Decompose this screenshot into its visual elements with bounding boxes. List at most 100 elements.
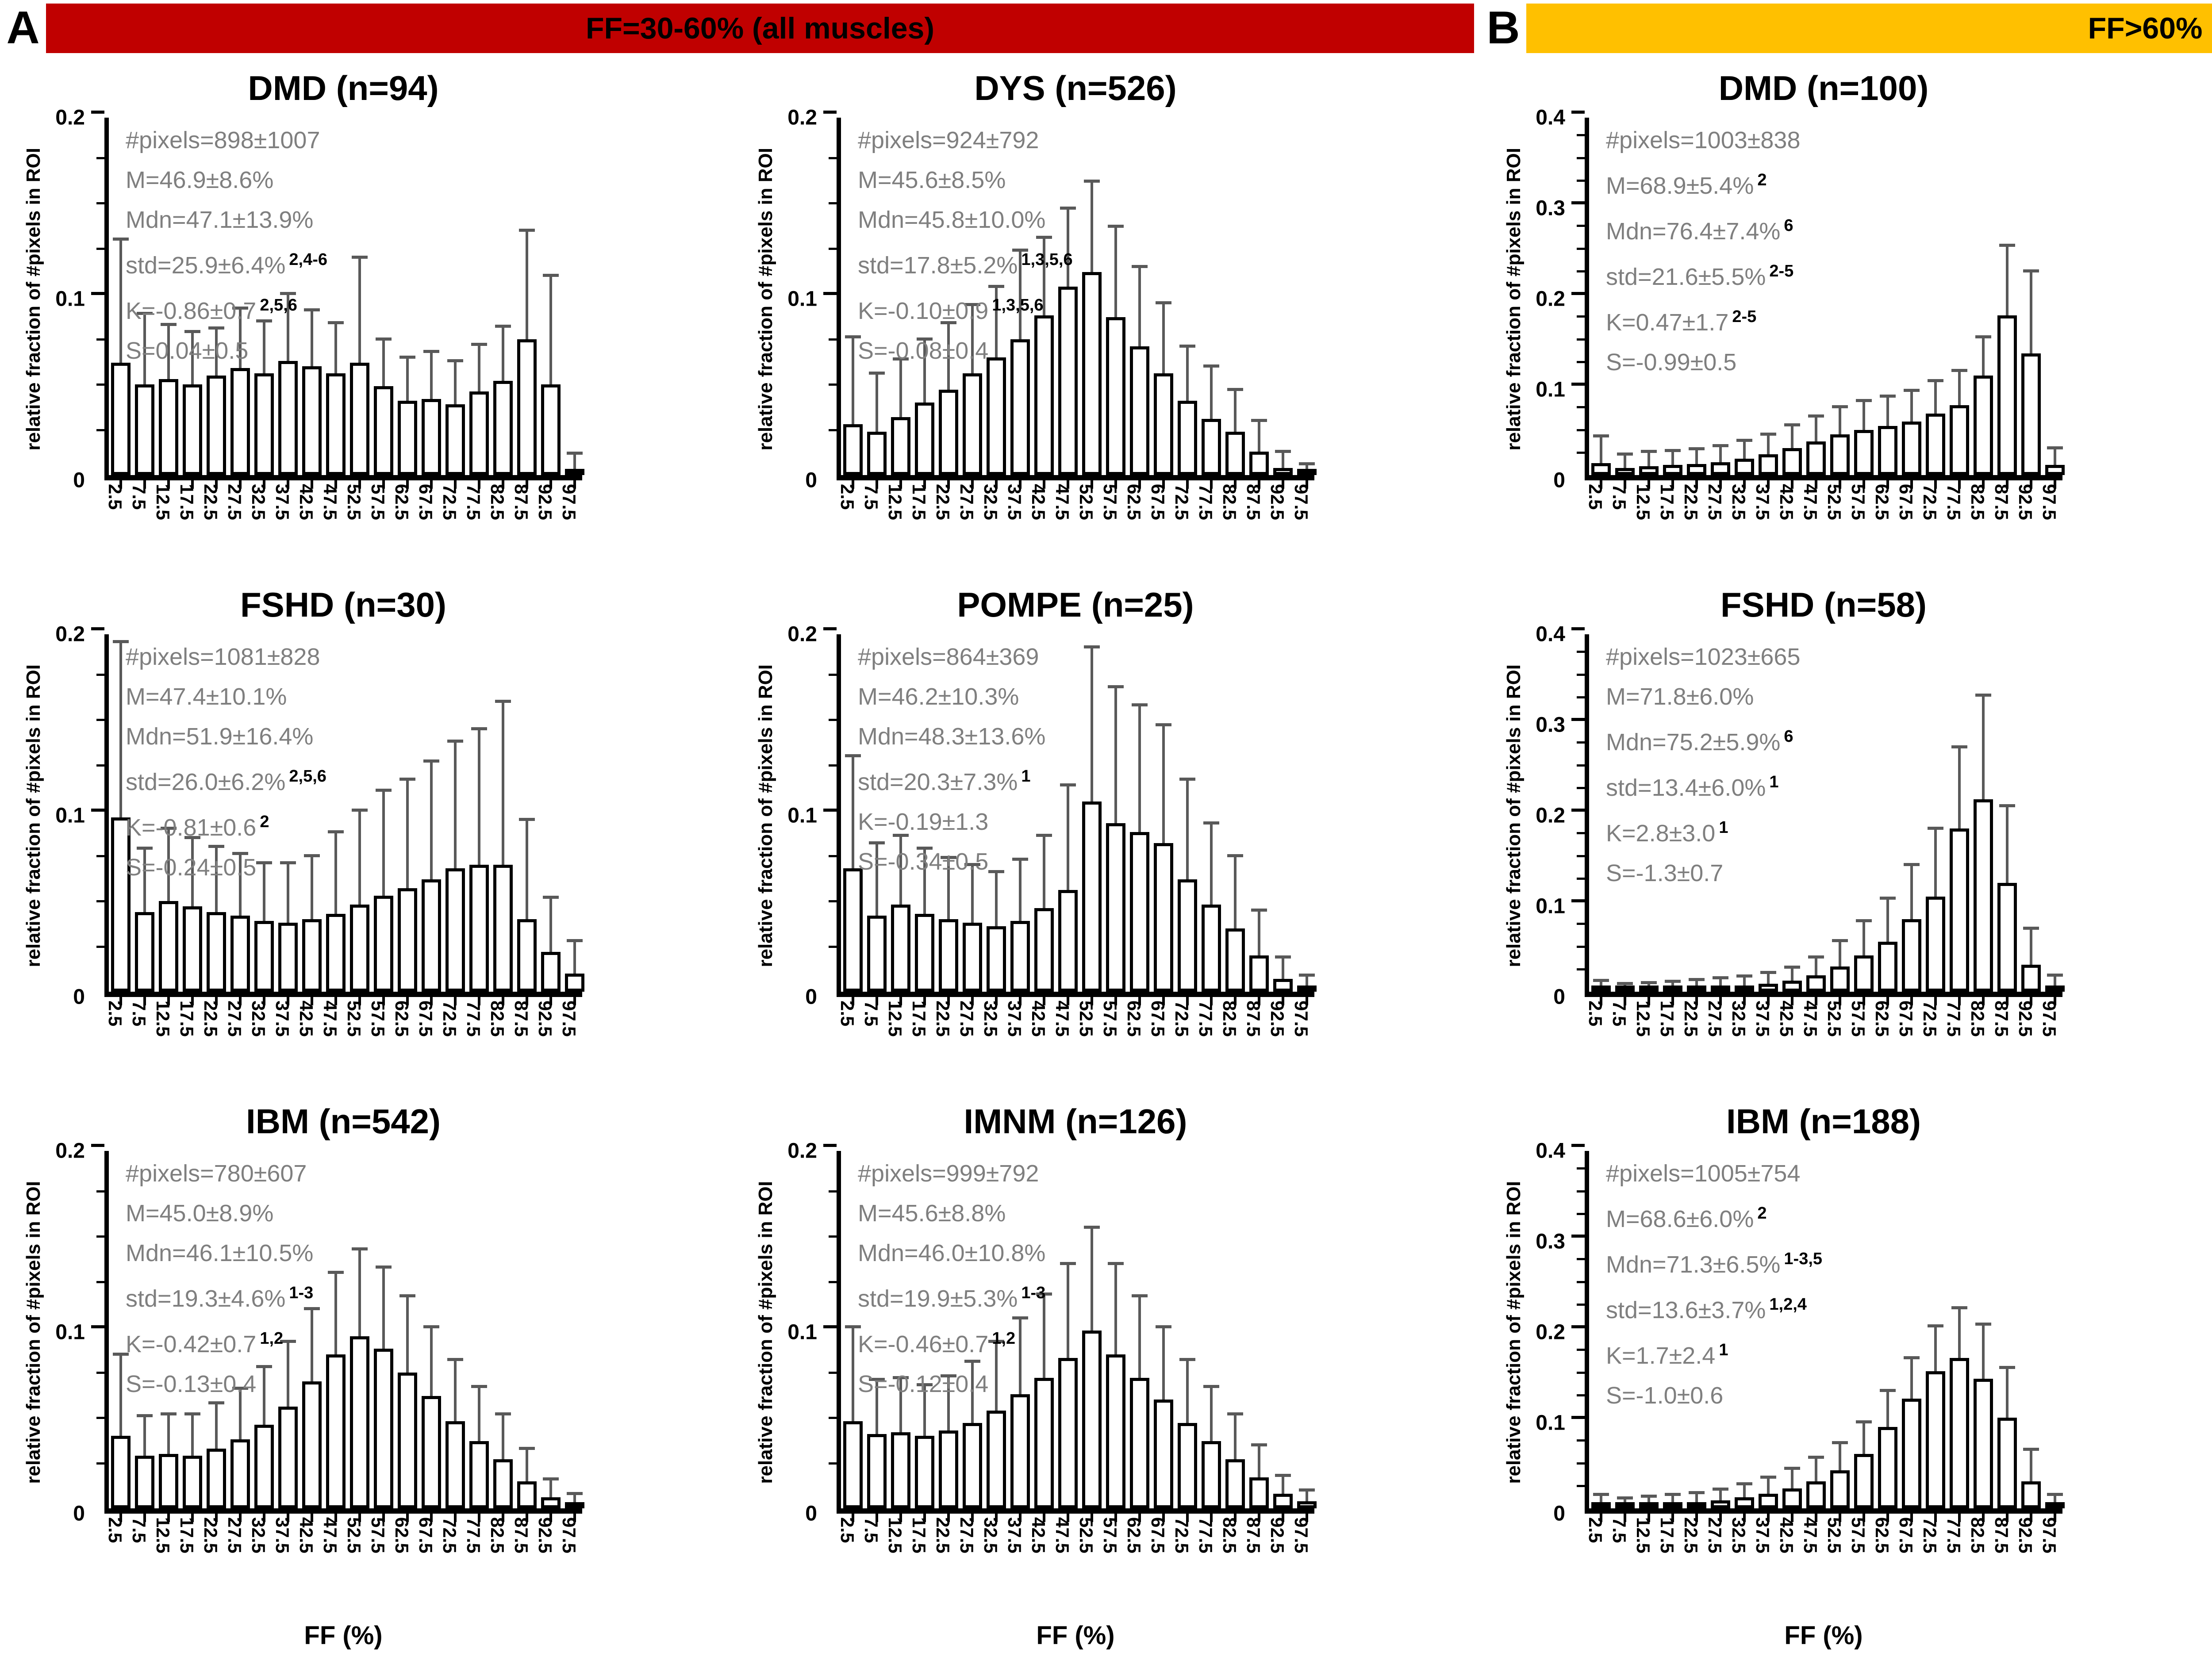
plot-area: 0 0.1 0.2 0.3 0.4 xyxy=(1536,106,2065,492)
error-bar-cap xyxy=(917,1383,933,1387)
stats-line: #pixels=924±792 xyxy=(858,120,1073,160)
x-tick xyxy=(1138,1514,1141,1522)
y-minor-tick xyxy=(829,1190,837,1193)
x-tick xyxy=(2006,480,2008,489)
x-tick xyxy=(1982,1514,1985,1522)
histogram-bar xyxy=(1639,986,1659,992)
x-tick xyxy=(1743,480,1746,489)
x-tick-label: 7.5 xyxy=(1609,1001,1630,1027)
error-bar-cap xyxy=(519,817,535,821)
error-bar-stem xyxy=(334,832,337,914)
error-bar-stem xyxy=(1600,981,1602,988)
error-bar-cap xyxy=(1999,804,2015,807)
panel-a-charts: DMD (n=94) relative fraction of #pixels i… xyxy=(0,68,1480,1672)
plot-area: 0 0.1 0.2 0.3 0.4 xyxy=(1536,623,2065,1009)
error-bar-cap xyxy=(1665,1493,1681,1496)
error-bar-cap xyxy=(1928,827,1943,830)
error-bar-stem xyxy=(1138,266,1141,346)
histogram-bar xyxy=(350,905,369,992)
error-bar-stem xyxy=(430,352,433,399)
histogram-bar xyxy=(422,399,441,475)
histogram-bar xyxy=(1130,832,1149,992)
x-tick-label: 32.5 xyxy=(248,1001,269,1037)
x-tick xyxy=(1091,1514,1093,1522)
error-bar-stem xyxy=(2054,448,2056,465)
x-tick xyxy=(191,1514,194,1522)
x-tick-label: 17.5 xyxy=(909,484,929,520)
error-bar-stem xyxy=(1067,208,1069,287)
y-axis-title-text: relative fraction of #pixels in ROI xyxy=(23,1181,44,1484)
error-bar-cap xyxy=(471,727,487,730)
error-bar-stem xyxy=(1186,346,1189,401)
x-tick xyxy=(549,997,552,1005)
histogram-bar xyxy=(1130,1377,1149,1508)
chart-body: relative fraction of #pixels in ROI 0 0.1 0… xyxy=(16,623,733,1009)
x-tick xyxy=(406,997,409,1005)
error-bar-stem xyxy=(1815,957,1817,976)
histogram-bar xyxy=(1591,986,1611,992)
y-minor-tick xyxy=(1577,1281,1585,1283)
stats-line: std=20.3±7.3% 1 xyxy=(858,756,1045,802)
x-tick xyxy=(2054,1514,2056,1522)
error-bar-cap xyxy=(1299,974,1315,977)
x-tick-label: 92.5 xyxy=(1267,484,1288,520)
error-bar-cap xyxy=(1156,1325,1171,1328)
x-tick xyxy=(1934,997,1937,1005)
error-bar-stem xyxy=(1791,1468,1793,1488)
histogram-bar xyxy=(398,888,417,992)
x-tick xyxy=(1091,480,1093,489)
error-bar-cap xyxy=(1593,979,1609,982)
x-tick-label: 2.5 xyxy=(837,1001,858,1027)
y-minor-tick xyxy=(1577,945,1585,948)
histogram-bar xyxy=(1759,1494,1778,1508)
histogram-bar xyxy=(939,390,958,475)
histogram-bar xyxy=(469,391,489,475)
x-tick xyxy=(1043,1514,1045,1522)
x-tick-label: 2.5 xyxy=(837,484,858,510)
x-tick xyxy=(1210,480,1213,489)
x-tick xyxy=(852,997,854,1005)
y-axis-title: relative fraction of #pixels in ROI xyxy=(748,118,783,480)
x-tick-label: 92.5 xyxy=(1267,1517,1288,1553)
error-bar-cap xyxy=(232,852,248,855)
y-axis-title: relative fraction of #pixels in ROI xyxy=(16,634,51,997)
x-tick xyxy=(1162,1514,1165,1522)
x-tick-label: 62.5 xyxy=(1872,1517,1893,1553)
y-minor-tick xyxy=(1577,832,1585,835)
histogram-bar xyxy=(1591,1502,1611,1508)
error-bar-cap xyxy=(1999,1366,2015,1369)
error-bar-cap xyxy=(2023,269,2039,272)
stats-line: S=-0.13±0.4 xyxy=(126,1364,313,1404)
x-tick-label: 7.5 xyxy=(861,484,882,510)
error-bar-stem xyxy=(971,1361,974,1423)
x-tick xyxy=(526,997,528,1005)
histogram-bar xyxy=(135,912,154,992)
x-tick xyxy=(1210,1514,1213,1522)
error-bar-cap xyxy=(1880,1388,1896,1392)
histogram-bar xyxy=(398,400,417,475)
error-bar-stem xyxy=(382,790,385,896)
error-bar-cap xyxy=(280,1339,296,1343)
error-bar-cap xyxy=(137,1414,153,1417)
y-tick-label: 0.2 xyxy=(55,622,85,646)
error-bar-stem xyxy=(478,729,480,865)
error-bar-stem xyxy=(1624,1498,1626,1505)
stats-superscript: 2 xyxy=(260,813,269,831)
chart-pompe-a: POMPE (n=25) relative fraction of #pixels… xyxy=(748,585,1465,1101)
x-tick xyxy=(1743,997,1746,1005)
error-bar-cap xyxy=(1179,1358,1195,1361)
x-tick xyxy=(287,480,289,489)
error-bar-cap xyxy=(1808,414,1824,418)
y-minor-tick xyxy=(829,429,837,431)
error-bar-stem xyxy=(406,1296,409,1373)
x-tick xyxy=(1624,1514,1626,1522)
x-tick xyxy=(502,480,504,489)
y-tick-label: 0.4 xyxy=(1536,106,1565,130)
stats-line: #pixels=999±792 xyxy=(858,1154,1045,1193)
stats-line: std=19.9±5.3% 1-3 xyxy=(858,1273,1045,1319)
x-tick-label: 42.5 xyxy=(1776,484,1797,520)
x-tick-label: 97.5 xyxy=(1291,484,1312,520)
histogram-bar xyxy=(254,921,274,992)
chart-title: IBM (n=188) xyxy=(1726,1102,1921,1141)
x-tick-label: 12.5 xyxy=(1633,1517,1654,1553)
